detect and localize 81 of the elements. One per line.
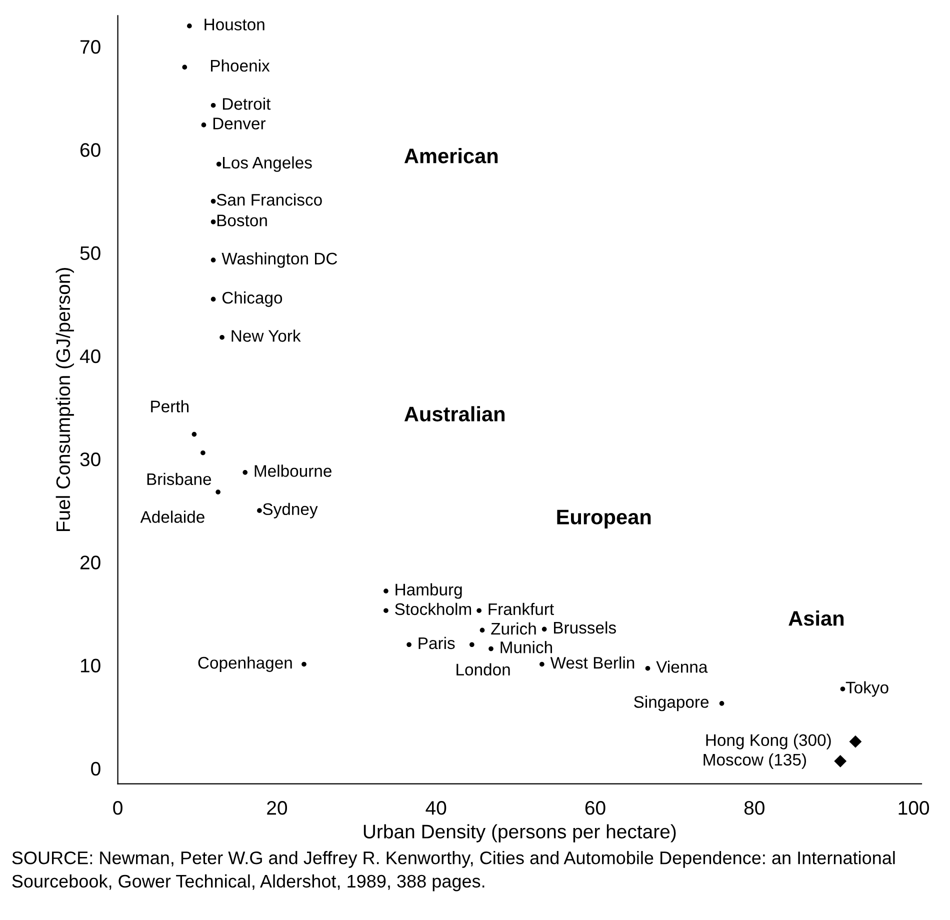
- point: [216, 162, 222, 167]
- annotation: Frankfurt: [488, 602, 554, 616]
- point: [384, 608, 388, 614]
- point: [220, 334, 224, 340]
- annotation: Hong Kong (300): [706, 734, 831, 750]
- y-tick-label: 10: [80, 658, 100, 672]
- annotation: San Francisco: [216, 193, 322, 206]
- point: [476, 608, 482, 614]
- annotation: Moscow (135): [704, 753, 806, 769]
- point: [201, 122, 206, 128]
- point: [542, 626, 547, 632]
- x-axis-title: Urban Density (persons per hectare): [364, 824, 676, 842]
- point: [210, 102, 216, 108]
- point: [187, 24, 192, 28]
- source-note: SOURCE: Newman, Peter W.G and Jeffrey R. Kenworthy, Cities and Automobile Dependence: an International Sourcebook, Gower Technical, Aldershot, 1989, 388 pages.: [12, 851, 895, 892]
- annotation: London: [456, 663, 510, 676]
- point: [210, 219, 216, 224]
- annotation: Australian: [404, 406, 505, 422]
- point: [840, 686, 846, 692]
- annotation: Copenhagen: [198, 656, 292, 672]
- annotation: Stockholm: [395, 602, 472, 616]
- point: [302, 662, 306, 667]
- annotation: Boston: [217, 214, 267, 226]
- x-tick-label: 100: [898, 801, 930, 815]
- y-tick-label: 30: [80, 452, 100, 466]
- annotation: West Berlin: [550, 656, 634, 669]
- annotation: Asian: [788, 610, 844, 626]
- point: [488, 646, 494, 652]
- point: [182, 64, 188, 70]
- annotation: Adelaide: [140, 510, 204, 523]
- annotation: Phoenix: [211, 59, 270, 72]
- point: [645, 666, 650, 671]
- y-tick-label: 20: [80, 556, 100, 570]
- annotation: Perth: [151, 400, 188, 412]
- point: [480, 628, 485, 633]
- annotation: Tokyo: [846, 681, 888, 697]
- y-tick-label: 0: [91, 762, 100, 776]
- annotation: Brisbane: [147, 472, 212, 486]
- point: [216, 490, 220, 494]
- annotation: Detroit: [222, 98, 271, 110]
- annotation: Vienna: [656, 660, 708, 673]
- point: [210, 198, 216, 204]
- annotation: Paris: [418, 636, 455, 650]
- annotation: Brussels: [554, 621, 616, 634]
- point: [834, 754, 847, 768]
- point: [210, 258, 216, 262]
- point: [470, 642, 474, 648]
- point: [719, 701, 724, 706]
- y-tick-label: 70: [80, 40, 100, 54]
- point: [406, 642, 412, 648]
- annotation: European: [557, 510, 651, 529]
- annotation: Hamburg: [396, 583, 462, 599]
- annotation: Denver: [213, 118, 266, 130]
- annotation: American: [404, 148, 498, 164]
- point: [192, 432, 197, 437]
- y-axis-title: Fuel Consumption (GJ/person): [56, 268, 74, 532]
- annotation: Munich: [500, 640, 552, 654]
- annotation: Washington DC: [222, 252, 338, 268]
- annotation: Los Angeles: [223, 156, 312, 172]
- point: [849, 735, 862, 748]
- y-tick-label: 60: [80, 143, 100, 157]
- point: [540, 662, 544, 667]
- annotation: Chicago: [222, 291, 282, 307]
- annotation: New York: [232, 330, 301, 342]
- point: [257, 508, 262, 513]
- x-tick-label: 80: [744, 801, 764, 815]
- annotation: Sydney: [262, 502, 318, 518]
- x-tick-label: 20: [267, 801, 288, 815]
- point: [384, 588, 388, 594]
- x-tick-label: 40: [426, 801, 446, 815]
- annotation: Singapore: [634, 696, 709, 712]
- point: [242, 470, 248, 475]
- annotation: Melbourne: [254, 464, 332, 477]
- x-tick-label: 60: [585, 801, 606, 815]
- annotation: Zurich: [491, 622, 536, 635]
- point: [210, 296, 216, 302]
- x-tick-label: 0: [113, 801, 122, 815]
- y-tick-label: 50: [80, 246, 100, 260]
- point: [200, 450, 206, 456]
- annotation: Houston: [204, 18, 264, 30]
- y-tick-label: 40: [80, 349, 100, 364]
